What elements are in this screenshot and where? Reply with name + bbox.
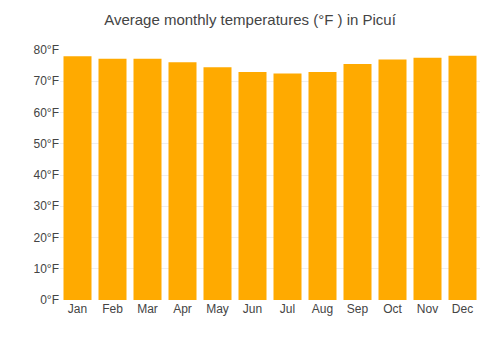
- svg-text:Jul: Jul: [280, 302, 295, 316]
- svg-text:Sep: Sep: [347, 302, 369, 316]
- svg-text:0°F: 0°F: [40, 293, 59, 307]
- svg-text:Mar: Mar: [137, 302, 158, 316]
- svg-text:May: May: [206, 302, 229, 316]
- svg-text:Dec: Dec: [452, 302, 473, 316]
- svg-text:Nov: Nov: [417, 302, 438, 316]
- svg-text:40°F: 40°F: [34, 168, 59, 182]
- svg-text:20°F: 20°F: [34, 231, 59, 245]
- svg-text:Jan: Jan: [68, 302, 87, 316]
- svg-text:Feb: Feb: [102, 302, 123, 316]
- svg-text:Jun: Jun: [243, 302, 262, 316]
- svg-text:Average monthly temperatures (: Average monthly temperatures (°F ) in Pi…: [104, 11, 397, 28]
- svg-text:70°F: 70°F: [34, 74, 59, 88]
- svg-text:Aug: Aug: [312, 302, 333, 316]
- svg-text:80°F: 80°F: [34, 43, 59, 57]
- svg-text:50°F: 50°F: [34, 137, 59, 151]
- svg-text:10°F: 10°F: [34, 262, 59, 276]
- svg-text:60°F: 60°F: [34, 106, 59, 120]
- svg-text:Oct: Oct: [383, 302, 402, 316]
- svg-text:Apr: Apr: [173, 302, 192, 316]
- svg-text:30°F: 30°F: [34, 199, 59, 213]
